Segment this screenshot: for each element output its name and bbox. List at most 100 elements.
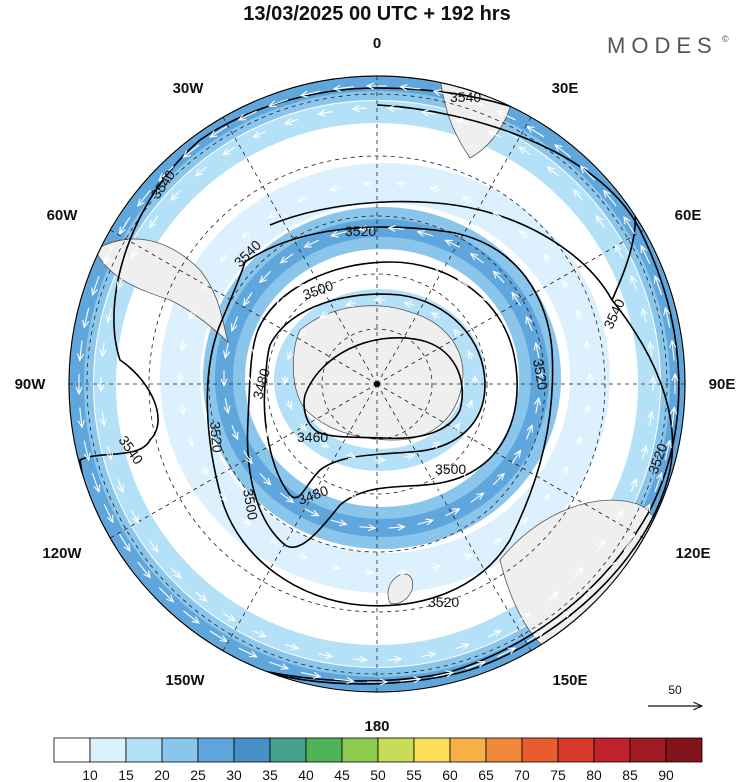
wind-vector <box>80 407 82 427</box>
meridian-line <box>110 383 378 539</box>
wind-vector <box>469 351 472 360</box>
wind-vector <box>132 244 139 257</box>
south-america-land <box>94 238 229 344</box>
wind-vector <box>422 112 436 115</box>
wind-vector <box>507 400 510 411</box>
wind-vector <box>650 412 652 426</box>
lon-label-150w: 150W <box>165 672 205 689</box>
contour-3460 <box>303 336 464 440</box>
logo-mark: © <box>722 34 729 44</box>
wind-vector <box>433 266 445 271</box>
wind-vector <box>333 679 354 681</box>
lon-label-60e: 60E <box>675 207 702 224</box>
wind-vector <box>487 631 501 638</box>
colorbar-swatch <box>197 737 235 763</box>
wind-vector <box>389 228 405 229</box>
wind-vector <box>242 518 250 525</box>
lon-label-0: 0 <box>373 35 381 52</box>
colorbar-tick-label: 90 <box>658 767 674 782</box>
wind-vector <box>268 661 288 669</box>
colorbar-swatch <box>557 737 595 763</box>
wind-vector <box>497 426 502 437</box>
wind-vector <box>298 198 308 202</box>
wind-vector <box>80 340 82 361</box>
wind-vector <box>159 165 174 180</box>
wind-vector <box>580 588 595 603</box>
wind-vector <box>563 281 568 290</box>
wind-vector <box>319 442 328 447</box>
colorbar-swatch <box>629 737 667 763</box>
wind-vector <box>431 188 441 190</box>
wind-vector <box>654 473 662 493</box>
wind-vector <box>182 405 184 414</box>
colorbar-tick-label: 50 <box>370 767 386 782</box>
new-zealand-land <box>387 573 413 605</box>
wind-vector <box>586 405 588 415</box>
wind-vector <box>102 342 104 357</box>
wind-vector <box>183 144 200 157</box>
chart-title: 13/03/2025 00 UTC + 192 hrs <box>243 3 510 25</box>
longitude-labels: 0 30E 60E 90E 120E 150E 180 150W 120W 90… <box>15 35 736 735</box>
wind-vector <box>118 533 130 551</box>
wind-vector <box>300 330 306 337</box>
wind-vector <box>318 654 332 657</box>
lon-label-120e: 120E <box>675 545 710 562</box>
wind-vector <box>454 330 460 337</box>
wind-vector <box>643 309 647 323</box>
wind-vector <box>623 534 635 552</box>
wind-vector <box>102 411 104 426</box>
wind-vector <box>465 662 485 670</box>
wind-vector <box>631 276 636 290</box>
wind-vector <box>320 313 329 318</box>
wind-vector <box>268 539 277 544</box>
wind-vector <box>421 654 436 657</box>
wind-vector <box>388 527 405 528</box>
wind-vector <box>445 240 460 248</box>
wind-vector <box>387 659 401 660</box>
wind-vector <box>512 293 521 306</box>
wind-vector <box>417 520 433 524</box>
wind-vector <box>456 119 470 123</box>
lon-label-90e: 90E <box>709 376 736 393</box>
wind-vector <box>430 566 441 568</box>
wind-vector <box>304 239 319 247</box>
wind-vector <box>190 436 193 446</box>
colorbar-tick-label: 20 <box>154 767 170 782</box>
wind-vector <box>641 246 651 264</box>
wind-vector <box>319 486 331 491</box>
wind-vector <box>548 167 559 177</box>
wind-vector <box>469 401 472 409</box>
colorbar-tick-label: 65 <box>478 767 494 782</box>
wind-vector <box>84 307 90 328</box>
contour-3480 <box>263 293 486 499</box>
logo-text: MODES <box>607 33 718 58</box>
wind-vector <box>210 125 228 137</box>
wind-vector <box>296 278 306 286</box>
contour-label: 3540 <box>450 89 481 105</box>
wind-vector <box>536 343 539 359</box>
wind-vector <box>359 527 376 528</box>
wind-vector <box>280 492 293 502</box>
wind-vector <box>471 254 484 264</box>
wind-vector <box>223 146 236 155</box>
colorbar-tick-label: 80 <box>586 767 602 782</box>
wind-vector <box>631 479 636 493</box>
wind-vector <box>108 445 112 460</box>
wind-vector <box>519 147 532 156</box>
colorbar-swatch <box>161 737 199 763</box>
wind-vector <box>480 298 488 307</box>
wind-vector <box>150 215 159 227</box>
wind-vector <box>232 316 239 331</box>
contour-label: 3480 <box>249 366 273 400</box>
colorbar-tick-label: 75 <box>550 767 566 782</box>
wind-vector <box>243 231 251 238</box>
wind-vector <box>396 572 407 573</box>
wind-vector <box>347 258 360 261</box>
wind-vector <box>304 508 318 516</box>
wind-vector <box>108 308 112 323</box>
colorbar-tick-label: 25 <box>190 767 206 782</box>
wind-vector <box>596 216 605 228</box>
wind-vector <box>269 212 278 217</box>
wind-vector <box>119 216 131 234</box>
wind-vector <box>195 591 207 601</box>
